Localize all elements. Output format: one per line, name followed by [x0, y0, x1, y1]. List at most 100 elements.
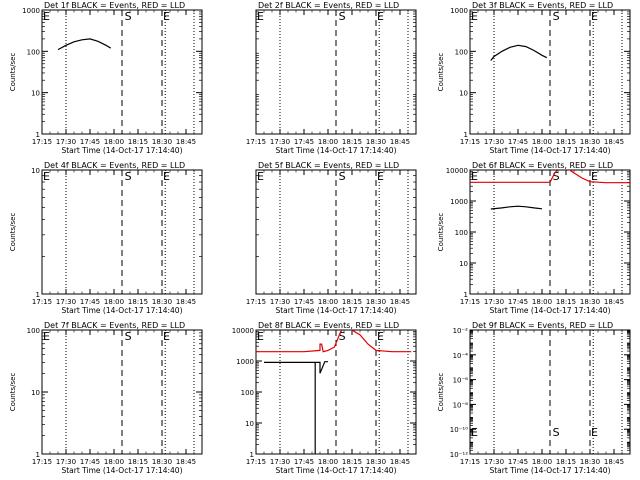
event-marker: E	[591, 426, 598, 439]
x-tick-label: 17:15	[460, 298, 480, 306]
x-tick-label: 17:15	[32, 298, 52, 306]
y-axis-label: Counts/sec	[9, 373, 17, 412]
panel-title: Det 2f BLACK = Events, RED = LLD	[258, 1, 399, 10]
panel-5: Det 5f BLACK = Events, RED = LLD 17:15 17:…	[246, 161, 417, 315]
panel-title: Det 3f BLACK = Events, RED = LLD	[472, 1, 613, 10]
x-tick-label: 17:15	[246, 458, 266, 466]
x-tick-label: 18:00	[532, 298, 552, 306]
y-tick-label: 100	[455, 229, 468, 237]
x-tick-label: 18:00	[104, 298, 124, 306]
y-axis-label: Counts/sec	[9, 213, 17, 252]
y-tick-label: 1000	[450, 7, 468, 15]
y-tick-label: 1	[250, 451, 254, 459]
x-tick-label: 18:15	[342, 138, 362, 146]
x-tick-label: 17:30	[484, 138, 504, 146]
y-tick-label: 10⁻¹²	[450, 451, 468, 459]
event-marker: E	[43, 330, 50, 343]
y-tick-label: 100	[241, 389, 254, 397]
x-tick-label: 17:15	[246, 138, 266, 146]
y-tick-label: 100	[27, 327, 40, 335]
x-tick-label: 18:15	[128, 138, 148, 146]
y-tick-label: 10⁻⁸	[453, 401, 469, 409]
x-axis-label: Start Time (14-Oct-17 17:14:40)	[489, 306, 610, 315]
x-tick-label: 18:30	[366, 458, 386, 466]
event-marker: S	[339, 170, 346, 183]
event-marker: S	[125, 170, 132, 183]
y-tick-label: 10	[459, 260, 468, 268]
x-tick-label: 18:15	[342, 458, 362, 466]
x-axis-label: Start Time (14-Oct-17 17:14:40)	[489, 466, 610, 475]
event-marker: E	[163, 330, 170, 343]
x-tick-label: 18:00	[532, 458, 552, 466]
y-tick-label: 1	[36, 291, 40, 299]
event-marker: S	[553, 170, 560, 183]
y-tick-label: 1	[464, 291, 468, 299]
y-axis-label: Counts/sec	[9, 53, 17, 92]
event-marker: E	[43, 170, 50, 183]
panel-title: Det 6f BLACK = Events, RED = LLD	[472, 161, 613, 170]
events-series-line	[490, 205, 543, 210]
x-tick-label: 18:30	[366, 298, 386, 306]
x-axis-label: Start Time (14-Oct-17 17:14:40)	[61, 146, 182, 155]
x-tick-label: 18:45	[176, 138, 196, 146]
panel-7: Det 7f BLACK = Events, RED = LLD 1 10 100 17…	[9, 321, 203, 475]
event-marker: S	[125, 10, 132, 23]
y-tick-label: 100	[455, 48, 468, 56]
y-tick-label: 1000	[22, 7, 40, 15]
y-tick-label: 10	[459, 90, 468, 98]
x-tick-label: 17:30	[270, 138, 290, 146]
y-tick-label: 1	[36, 131, 40, 139]
x-tick-label: 18:15	[556, 458, 576, 466]
panel-2: Det 2f BLACK = Events, RED = LLD 17:15 17:…	[246, 1, 417, 155]
panel-1: Det 1f BLACK = Events, RED = LLD 1 10 100 10…	[9, 1, 203, 155]
panel-title: Det 1f BLACK = Events, RED = LLD	[44, 1, 185, 10]
y-axis-label: Counts/sec	[437, 373, 445, 412]
x-axis-label: Start Time (14-Oct-17 17:14:40)	[61, 466, 182, 475]
event-marker: E	[377, 330, 384, 343]
x-tick-label: 17:30	[270, 298, 290, 306]
x-tick-label: 17:45	[508, 138, 528, 146]
event-marker: E	[163, 10, 170, 23]
x-tick-label: 17:15	[460, 458, 480, 466]
y-axis-label: Counts/sec	[437, 53, 445, 92]
x-axis-label: Start Time (14-Oct-17 17:14:40)	[275, 466, 396, 475]
x-tick-label: 18:30	[580, 458, 600, 466]
panel-6: Det 6f BLACK = Events, RED = LLD 1 10 100 10…	[437, 161, 631, 315]
event-marker: E	[471, 426, 478, 439]
x-tick-label: 18:00	[532, 138, 552, 146]
panel-9: Det 9f BLACK = Events, RED = LLD 10⁻¹² 10⁻…	[437, 321, 631, 475]
y-tick-label: 10	[31, 389, 40, 397]
panel-title: Det 9f BLACK = Events, RED = LLD	[472, 321, 613, 330]
x-tick-label: 18:00	[104, 458, 124, 466]
x-tick-label: 17:30	[484, 458, 504, 466]
y-tick-label: 1000	[236, 358, 254, 366]
y-tick-label: 10000	[446, 167, 468, 175]
x-axis-label: Start Time (14-Oct-17 17:14:40)	[489, 146, 610, 155]
event-marker: S	[125, 330, 132, 343]
panel-title: Det 8f BLACK = Events, RED = LLD	[258, 321, 399, 330]
x-tick-label: 17:45	[508, 458, 528, 466]
panel-title: Det 4f BLACK = Events, RED = LLD	[44, 161, 185, 170]
x-tick-label: 18:30	[152, 458, 172, 466]
event-marker: E	[471, 170, 478, 183]
event-marker: E	[257, 170, 264, 183]
event-marker: E	[257, 10, 264, 23]
y-tick-label: 10	[31, 167, 40, 175]
x-tick-label: 17:45	[80, 298, 100, 306]
x-tick-label: 17:15	[32, 138, 52, 146]
x-tick-label: 17:15	[246, 298, 266, 306]
y-tick-label: 1	[464, 131, 468, 139]
x-tick-label: 17:45	[294, 138, 314, 146]
event-marker: E	[257, 330, 264, 343]
y-tick-label: 1000	[450, 198, 468, 206]
x-tick-label: 18:30	[580, 298, 600, 306]
y-tick-label: 10⁻¹⁰	[450, 426, 468, 434]
panel-title: Det 7f BLACK = Events, RED = LLD	[44, 321, 185, 330]
y-axis-label: Counts/sec	[437, 213, 445, 252]
y-tick-label: 10⁻⁴	[453, 352, 469, 360]
event-marker: E	[163, 170, 170, 183]
event-marker: E	[591, 170, 598, 183]
events-series-line	[57, 38, 112, 51]
lld-series-line	[256, 330, 412, 353]
